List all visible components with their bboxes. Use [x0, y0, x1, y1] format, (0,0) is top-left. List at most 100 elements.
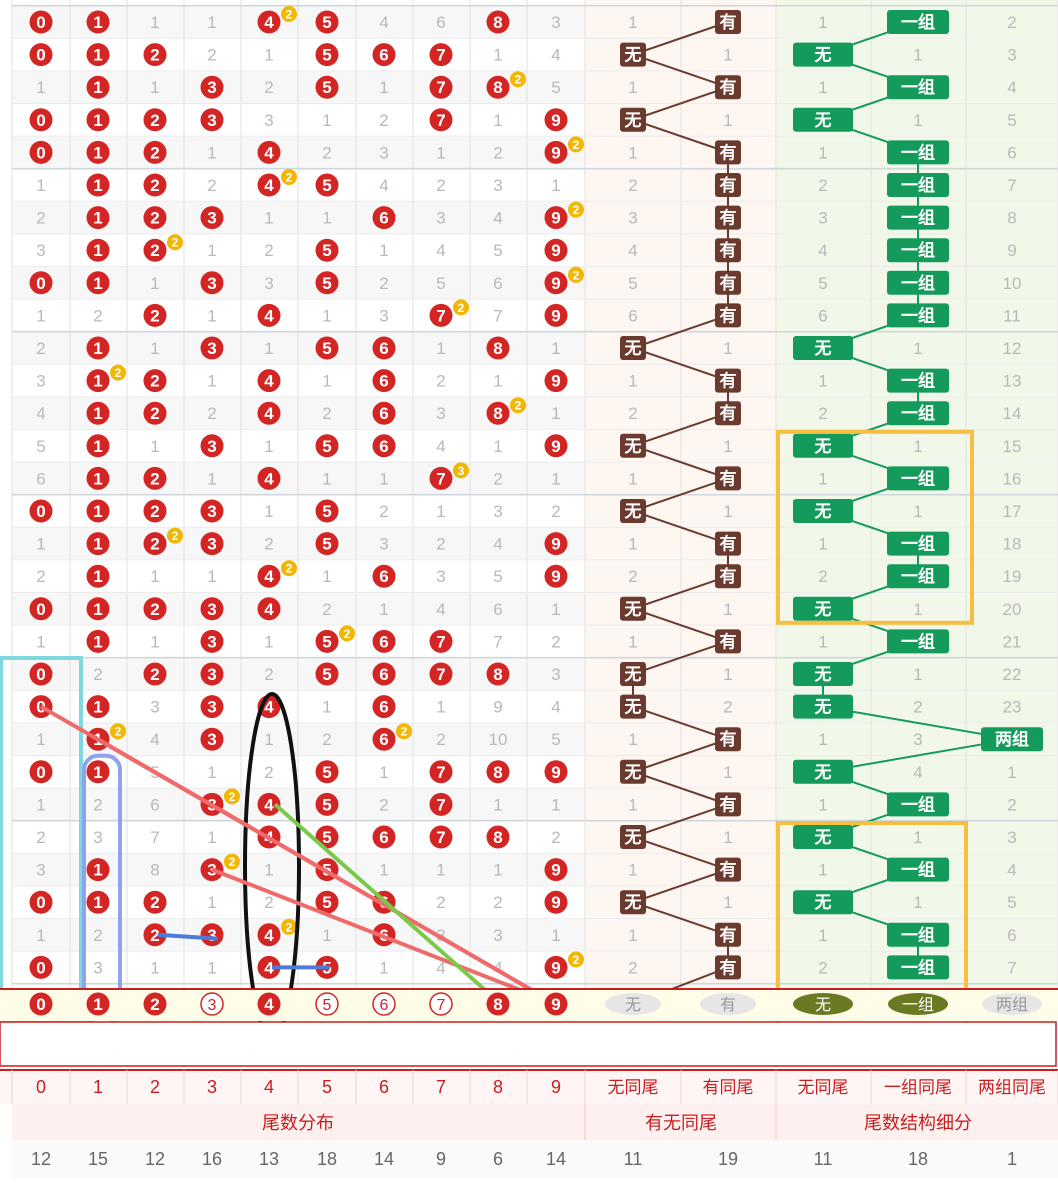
number-ball-label: 1 [93, 339, 102, 358]
miss-count: 1 [818, 535, 827, 554]
miss-count: 1 [379, 958, 388, 977]
structure-tag [887, 75, 949, 100]
number-ball-label: 8 [493, 665, 502, 684]
number-ball [29, 760, 53, 784]
number-ball-label: 2 [150, 502, 159, 521]
miss-count: 1 [628, 795, 637, 814]
number-ball-label: 3 [207, 535, 216, 554]
number-ball [143, 992, 167, 1016]
number-ball [486, 75, 510, 99]
number-ball [257, 173, 281, 197]
number-ball-label: 5 [322, 828, 331, 847]
structure-tag-label: 无 [814, 763, 832, 782]
miss-count: 10 [489, 730, 508, 749]
miss-count: 1 [723, 828, 732, 847]
number-ball-label: 9 [551, 143, 560, 162]
number-ball [315, 336, 339, 360]
structure-tag-label: 一组 [901, 240, 935, 260]
miss-count: 1 [207, 306, 216, 325]
samewei-tag [620, 759, 646, 784]
miss-count: 1 [207, 958, 216, 977]
samewei-tag [715, 10, 741, 34]
number-ball [544, 369, 568, 393]
total-count: 9 [436, 1149, 446, 1169]
miss-count: 1 [207, 828, 216, 847]
repeat-badge-count: 2 [172, 236, 179, 250]
samewei-tag [715, 401, 741, 426]
number-ball [372, 434, 396, 458]
miss-count: 1 [493, 111, 502, 130]
repeat-badge-count: 2 [573, 953, 580, 967]
samewei-tag-label: 有 [720, 468, 737, 488]
repeat-badge [281, 918, 297, 935]
miss-count: 1 [913, 893, 922, 912]
number-ball [86, 760, 110, 784]
structure-tag [887, 238, 949, 263]
group-header: 尾数分布 [262, 1113, 334, 1133]
repeat-badge-count: 2 [515, 73, 522, 87]
number-ball [29, 499, 53, 523]
number-ball [429, 760, 453, 784]
number-ball [315, 629, 339, 653]
number-ball-label: 5 [322, 437, 331, 456]
miss-count: 1 [628, 535, 637, 554]
number-ball [86, 992, 110, 1016]
miss-count: 1 [436, 861, 445, 880]
number-ball [486, 662, 510, 686]
number-ball-label: 1 [93, 698, 102, 717]
number-ball-label: 4 [264, 306, 274, 325]
samewei-tag [620, 499, 646, 523]
miss-count: 2 [436, 535, 445, 554]
miss-count: 1 [207, 372, 216, 391]
forecast-option-label: 无 [625, 997, 641, 1014]
miss-count: 1 [628, 861, 637, 880]
column-header: 4 [264, 1077, 274, 1097]
repeat-badge [224, 853, 240, 870]
number-ball-label: 8 [493, 404, 502, 423]
repeat-badge [453, 462, 469, 479]
number-ball-label: 1 [93, 600, 102, 619]
structure-tag-label: 无 [814, 665, 832, 684]
number-ball-label: 1 [93, 502, 102, 521]
miss-count: 2 [36, 339, 45, 358]
number-ball-label: 4 [264, 567, 274, 586]
miss-count: 1 [1007, 763, 1016, 782]
number-ball [372, 336, 396, 360]
miss-count: 3 [379, 143, 388, 162]
miss-count: 2 [379, 502, 388, 521]
total-count: 1 [1007, 1149, 1017, 1169]
miss-count: 1 [818, 469, 827, 488]
miss-count: 18 [1003, 535, 1022, 554]
miss-count: 2 [913, 698, 922, 717]
number-ball [372, 206, 396, 230]
forecast-option-label: 一组 [902, 996, 934, 1014]
miss-count: 4 [628, 241, 637, 260]
miss-count: 1 [207, 893, 216, 912]
number-ball [143, 173, 167, 197]
number-ball [29, 955, 53, 979]
miss-count: 21 [1003, 632, 1022, 651]
miss-count: 1 [264, 730, 273, 749]
number-ball-label: 1 [93, 437, 102, 456]
miss-count: 2 [322, 730, 331, 749]
number-ball [86, 140, 110, 164]
miss-count: 1 [818, 861, 827, 880]
miss-count: 1 [150, 339, 159, 358]
number-ball [544, 238, 568, 262]
structure-tag [793, 694, 853, 719]
number-ball [257, 564, 281, 588]
forecast-ball-label: 3 [208, 997, 217, 1014]
forecast-option-label: 两组 [996, 996, 1028, 1014]
miss-count: 4 [379, 176, 388, 195]
number-ball-label: 5 [322, 241, 331, 260]
number-ball-label: 2 [150, 469, 159, 488]
repeat-badge-count: 2 [458, 301, 465, 315]
totals-row [12, 1140, 1058, 1178]
miss-count: 1 [628, 13, 637, 32]
structure-tag-label: 一组 [901, 957, 935, 977]
number-ball [143, 466, 167, 490]
structure-tag-label: 一组 [901, 403, 935, 423]
number-ball-label: 4 [264, 600, 274, 619]
number-ball [200, 532, 224, 556]
